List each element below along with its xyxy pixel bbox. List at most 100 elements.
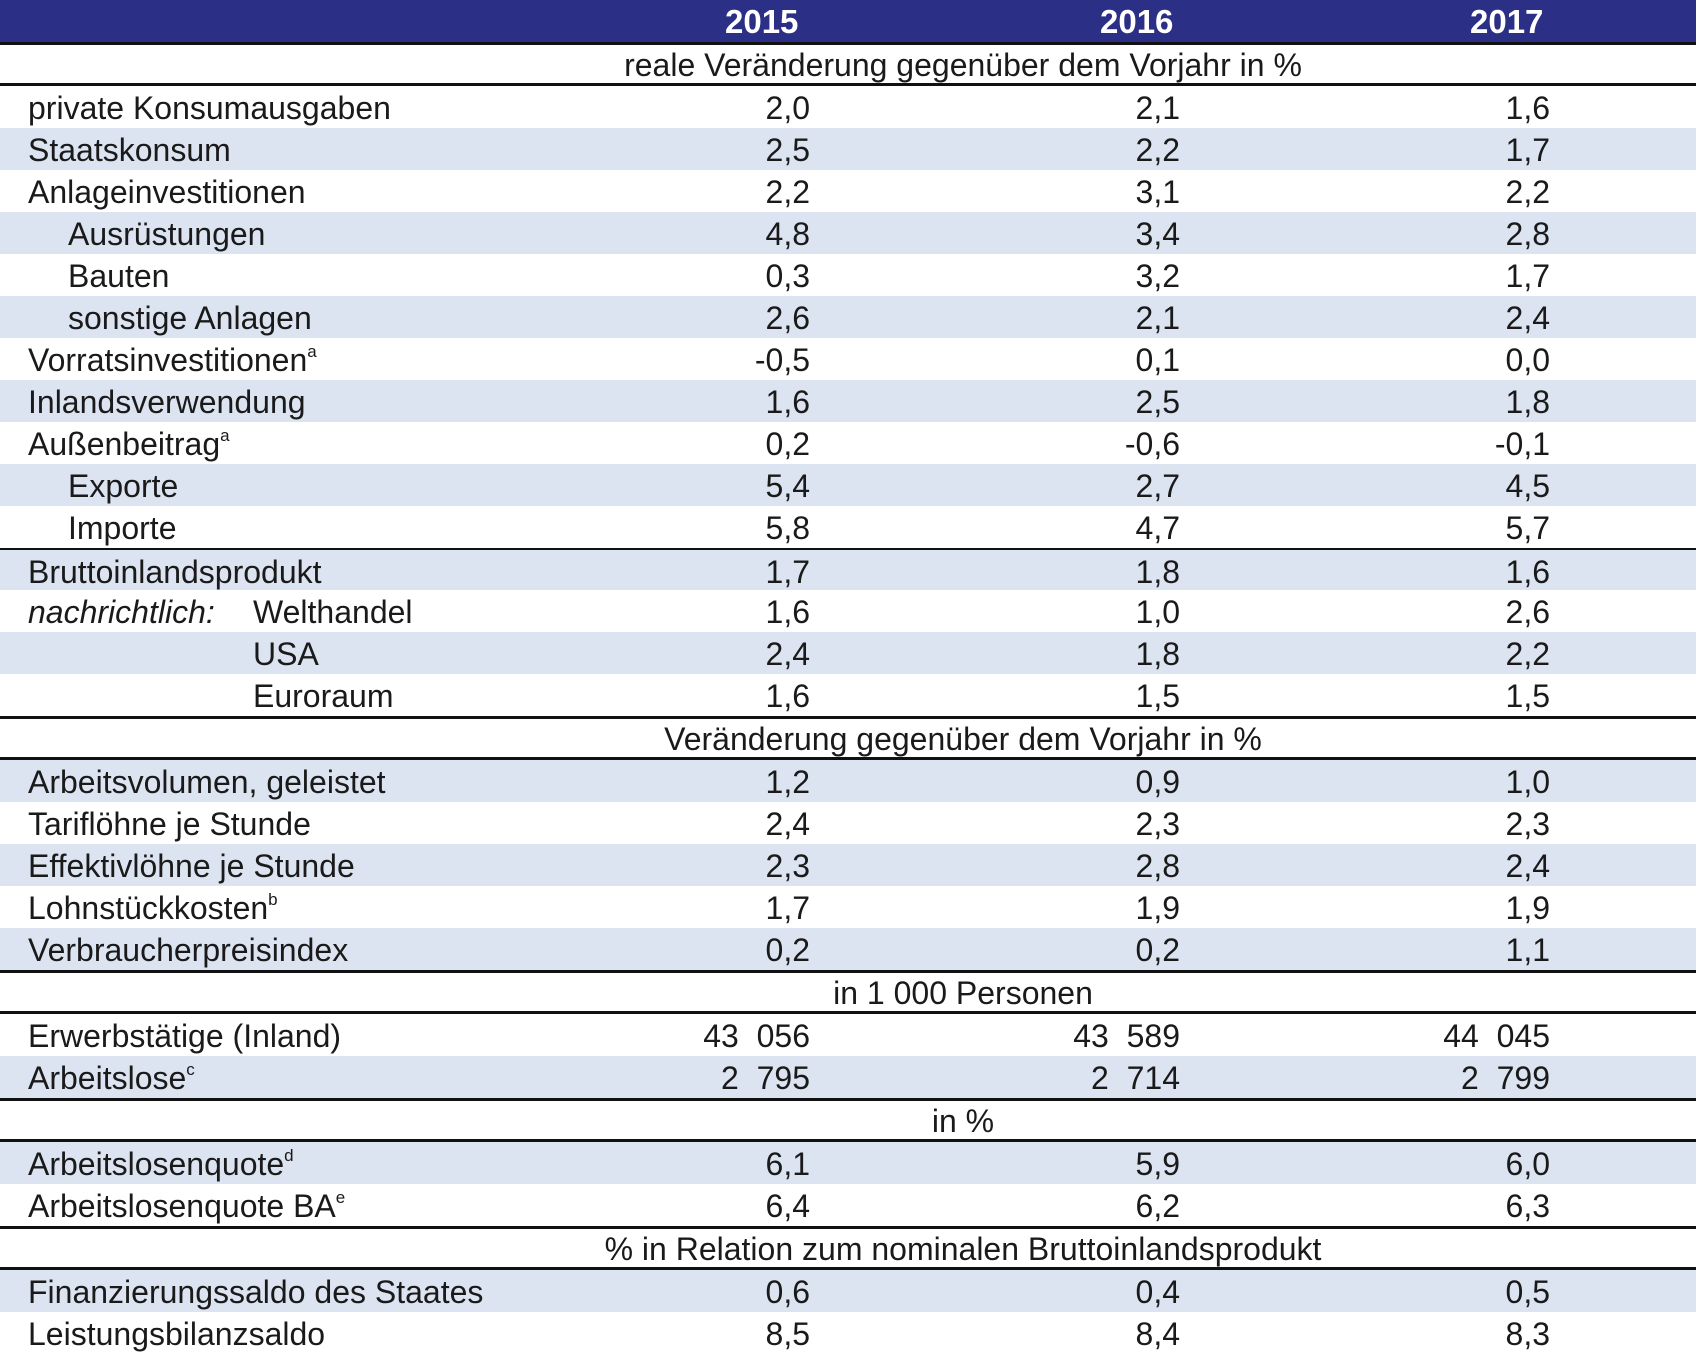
table-row: Effektivlöhne je Stunde 2,3 2,8 2,4 <box>0 844 1696 886</box>
value-2017: 1,7 <box>1505 132 1550 168</box>
value-2015: 1,6 <box>765 678 810 714</box>
section-label: Veränderung gegenüber dem Vorjahr in % <box>664 721 1262 757</box>
table-row: sonstige Anlagen 2,6 2,1 2,4 <box>0 296 1696 338</box>
section-percent: in % <box>0 1098 1696 1142</box>
value-2017: 1,6 <box>1505 554 1550 590</box>
value-2015: 1,6 <box>765 384 810 420</box>
value-2015: 1,7 <box>765 554 810 590</box>
table-row: Staatskonsum 2,5 2,2 1,7 <box>0 128 1696 170</box>
section-label: in % <box>931 1103 995 1139</box>
footnote-marker: d <box>284 1146 294 1165</box>
value-2017: 1,6 <box>1505 90 1550 126</box>
row-label: Vorratsinvestitionena <box>28 338 317 380</box>
table-row: USA 2,4 1,8 2,2 <box>0 632 1696 674</box>
table-row: Arbeitslosenquote BAe 6,4 6,2 6,3 <box>0 1184 1696 1226</box>
table-row: Importe 5,8 4,7 5,7 <box>0 506 1696 548</box>
table-row: Lohnstückkostenb 1,7 1,9 1,9 <box>0 886 1696 928</box>
value-2017: 0,0 <box>1505 342 1550 378</box>
value-2017: 2,8 <box>1505 216 1550 252</box>
section-change: Veränderung gegenüber dem Vorjahr in % <box>0 716 1696 760</box>
value-2017: 1,8 <box>1505 384 1550 420</box>
value-2017: 6,0 <box>1505 1146 1550 1182</box>
value-2017: 1,0 <box>1505 764 1550 800</box>
row-label: Ausrüstungen <box>68 216 266 252</box>
row-label: Effektivlöhne je Stunde <box>28 848 355 884</box>
value-2016: -0,6 <box>1124 426 1180 462</box>
row-label: Euroraum <box>253 678 394 714</box>
value-2017: 2,4 <box>1505 848 1550 884</box>
value-2017: -0,1 <box>1494 426 1550 462</box>
section-real-change: reale Veränderung gegenüber dem Vorjahr … <box>0 42 1696 86</box>
value-2015: 0,6 <box>765 1274 810 1310</box>
value-2017: 1,1 <box>1505 932 1550 968</box>
value-2015: 8,5 <box>765 1316 810 1352</box>
row-label: sonstige Anlagen <box>68 300 312 336</box>
value-2015: 5,8 <box>765 510 810 546</box>
value-2017: 8,3 <box>1505 1316 1550 1352</box>
section-persons: in 1 000 Personen <box>0 970 1696 1014</box>
row-label: private Konsumausgaben <box>28 90 391 126</box>
row-label: Bruttoinlandsprodukt <box>28 554 322 590</box>
section-label: % in Relation zum nominalen Bruttoinland… <box>604 1231 1322 1267</box>
row-label-text: Vorratsinvestitionen <box>28 342 308 378</box>
value-2016: 2,7 <box>1135 468 1180 504</box>
value-2016: 0,4 <box>1135 1274 1180 1310</box>
row-label-text: Außenbeitrag <box>28 426 221 462</box>
row-label: Leistungsbilanzsaldo <box>28 1316 326 1352</box>
value-2016: 3,2 <box>1135 258 1180 294</box>
table-row: nachrichtlich: Welthandel 1,6 1,0 2,6 <box>0 590 1696 632</box>
value-2016: 2,8 <box>1135 848 1180 884</box>
value-2017: 4,5 <box>1505 468 1550 504</box>
value-2016: 5,9 <box>1135 1146 1180 1182</box>
row-label: Inlandsverwendung <box>28 384 306 420</box>
row-label: Lohnstückkostenb <box>28 886 278 928</box>
table-row: Arbeitsvolumen, geleistet 1,2 0,9 1,0 <box>0 760 1696 802</box>
year-2015-header: 2015 <box>725 3 799 40</box>
year-2016-header: 2016 <box>1100 3 1174 40</box>
value-2016: 1,0 <box>1135 594 1180 630</box>
value-2015: 2,6 <box>765 300 810 336</box>
value-2016: 4,7 <box>1135 510 1180 546</box>
value-2015: 1,7 <box>765 890 810 926</box>
table-row: Finanzierungssaldo des Staates 0,6 0,4 0… <box>0 1270 1696 1312</box>
row-label: Importe <box>68 510 177 546</box>
table-row: Ausrüstungen 4,8 3,4 2,8 <box>0 212 1696 254</box>
value-2015: 2,3 <box>765 848 810 884</box>
row-label: Arbeitslosec <box>28 1056 195 1098</box>
value-2015: 5,4 <box>765 468 810 504</box>
value-2017: 1,7 <box>1505 258 1550 294</box>
value-2016: 2 714 <box>1091 1060 1180 1096</box>
table-row: Bruttoinlandsprodukt 1,7 1,8 1,6 <box>0 548 1696 590</box>
section-label: reale Veränderung gegenüber dem Vorjahr … <box>624 47 1302 83</box>
value-2015: 2,4 <box>765 636 810 672</box>
value-2016: 2,1 <box>1135 90 1180 126</box>
footnote-marker: c <box>186 1060 195 1079</box>
row-label: Exporte <box>68 468 179 504</box>
table-row: Anlageinvestitionen 2,2 3,1 2,2 <box>0 170 1696 212</box>
value-2015: 1,2 <box>765 764 810 800</box>
value-2016: 0,1 <box>1135 342 1180 378</box>
table-row: Verbraucherpreisindex 0,2 0,2 1,1 <box>0 928 1696 970</box>
year-header-row: 2015 2016 2017 <box>0 0 1696 42</box>
value-2016: 1,8 <box>1135 636 1180 672</box>
footnote-marker: a <box>307 342 317 361</box>
table-row: Arbeitslosec 2 795 2 714 2 799 <box>0 1056 1696 1098</box>
value-2016: 43 589 <box>1073 1018 1180 1054</box>
table-row: Arbeitslosenquoted 6,1 5,9 6,0 <box>0 1142 1696 1184</box>
value-2016: 3,1 <box>1135 174 1180 210</box>
value-2016: 3,4 <box>1135 216 1180 252</box>
value-2017: 2,3 <box>1505 806 1550 842</box>
table-row: Euroraum 1,6 1,5 1,5 <box>0 674 1696 716</box>
value-2015: 2,0 <box>765 90 810 126</box>
value-2017: 2,2 <box>1505 636 1550 672</box>
table-row: Bauten 0,3 3,2 1,7 <box>0 254 1696 296</box>
section-label: in 1 000 Personen <box>833 975 1093 1011</box>
value-2017: 2,4 <box>1505 300 1550 336</box>
row-label: Bauten <box>68 258 170 294</box>
row-label: Arbeitslosenquoted <box>28 1142 294 1184</box>
value-2015: 2,5 <box>765 132 810 168</box>
value-2017: 44 045 <box>1443 1018 1550 1054</box>
footnote-marker: b <box>268 890 278 909</box>
value-2016: 1,9 <box>1135 890 1180 926</box>
